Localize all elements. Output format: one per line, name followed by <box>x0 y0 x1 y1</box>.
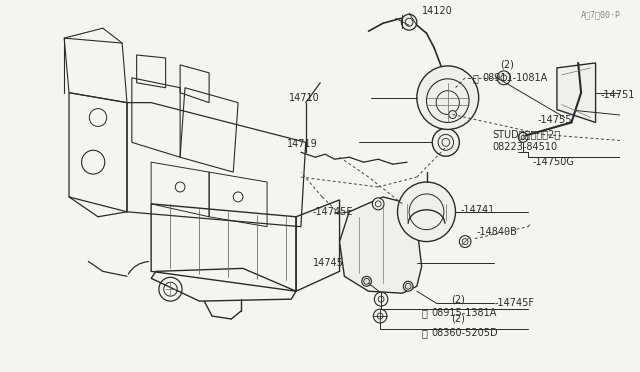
Text: (2): (2) <box>451 314 465 324</box>
Circle shape <box>518 132 528 142</box>
Text: 14745: 14745 <box>312 259 344 269</box>
Text: 08915-1381A: 08915-1381A <box>431 308 497 318</box>
Text: 08911-1081A: 08911-1081A <box>483 73 548 83</box>
Text: -14745F: -14745F <box>494 298 534 308</box>
Text: -14745E: -14745E <box>312 207 353 217</box>
Text: Ⓝ: Ⓝ <box>422 328 428 338</box>
Text: Ⓥ: Ⓥ <box>422 308 428 318</box>
Circle shape <box>374 292 388 306</box>
Polygon shape <box>557 63 596 122</box>
Text: -14751: -14751 <box>600 90 635 100</box>
Circle shape <box>401 14 417 30</box>
Text: 14710: 14710 <box>289 93 320 103</box>
Circle shape <box>373 309 387 323</box>
Circle shape <box>372 198 384 210</box>
Circle shape <box>362 276 371 286</box>
Text: 08223-84510: 08223-84510 <box>492 142 557 152</box>
Text: 14719: 14719 <box>287 139 318 149</box>
Text: STUDスタッド（2）: STUDスタッド（2） <box>492 129 561 140</box>
Text: 08360-5205D: 08360-5205D <box>431 328 498 338</box>
Text: -14750G: -14750G <box>532 157 575 167</box>
Text: (2): (2) <box>500 60 514 70</box>
Text: -14840B: -14840B <box>477 227 518 237</box>
Circle shape <box>397 182 456 241</box>
Text: -14741: -14741 <box>460 205 495 215</box>
Text: ⓜ: ⓜ <box>473 73 479 83</box>
Circle shape <box>417 66 479 129</box>
Text: -14755: -14755 <box>538 115 572 125</box>
Text: Aで7　00·P: Aで7 00·P <box>581 11 621 20</box>
Text: (2): (2) <box>451 294 465 304</box>
Circle shape <box>432 128 460 156</box>
Circle shape <box>497 71 511 85</box>
Text: 14120: 14120 <box>422 6 452 16</box>
Circle shape <box>449 110 456 119</box>
Polygon shape <box>340 197 422 293</box>
Circle shape <box>460 235 471 247</box>
Circle shape <box>403 281 413 291</box>
